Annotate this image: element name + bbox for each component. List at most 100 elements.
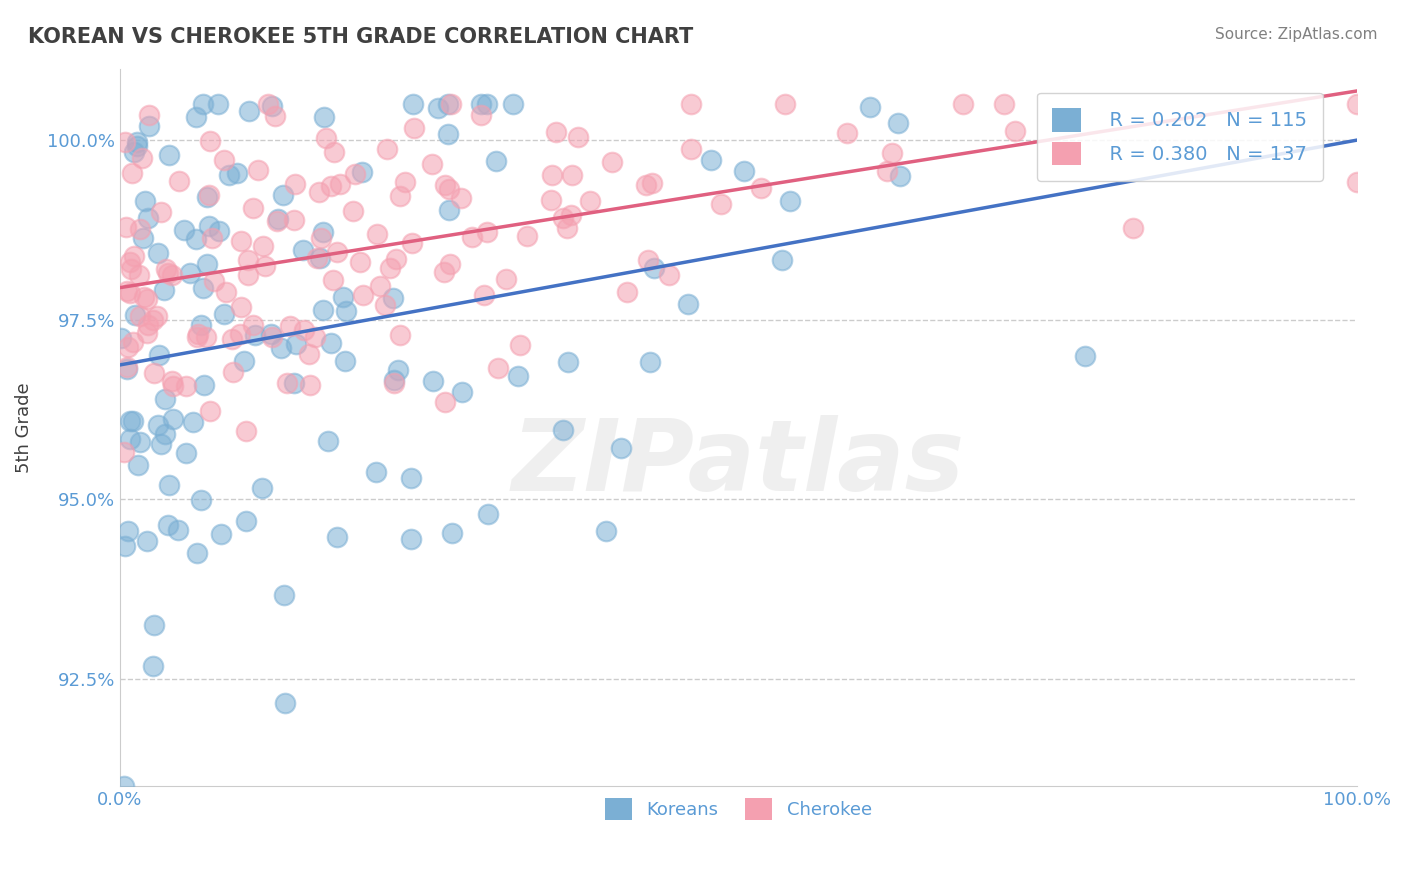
Point: [215, 285, 238, 299]
Point: [198, 404, 221, 418]
Point: [186, 330, 208, 344]
Point: [439, 257, 461, 271]
Point: [342, 203, 364, 218]
Point: [274, 697, 297, 711]
Point: [115, 220, 138, 235]
Point: [311, 225, 333, 239]
Point: [509, 338, 531, 352]
Point: [184, 232, 207, 246]
Point: [271, 187, 294, 202]
Point: [187, 327, 209, 342]
Point: [260, 98, 283, 112]
Point: [638, 354, 661, 368]
Point: [136, 533, 159, 548]
Point: [993, 97, 1015, 112]
Point: [308, 251, 330, 265]
Point: [115, 284, 138, 298]
Text: Source: ZipAtlas.com: Source: ZipAtlas.com: [1215, 27, 1378, 42]
Point: [128, 309, 150, 323]
Point: [387, 362, 409, 376]
Point: [179, 266, 201, 280]
Point: [176, 445, 198, 459]
Point: [382, 291, 405, 305]
Point: [260, 326, 283, 341]
Point: [544, 126, 567, 140]
Point: [308, 185, 330, 199]
Point: [145, 309, 167, 323]
Point: [439, 202, 461, 217]
Point: [231, 300, 253, 314]
Point: [382, 376, 405, 390]
Point: [236, 268, 259, 282]
Point: [273, 588, 295, 602]
Point: [191, 281, 214, 295]
Point: [202, 274, 225, 288]
Point: [375, 142, 398, 156]
Point: [326, 530, 349, 544]
Point: [142, 313, 165, 327]
Point: [461, 230, 484, 244]
Point: [135, 292, 157, 306]
Point: [437, 127, 460, 141]
Point: [238, 104, 260, 119]
Point: [136, 211, 159, 226]
Point: [149, 204, 172, 219]
Point: [319, 336, 342, 351]
Point: [637, 253, 659, 268]
Point: [332, 290, 354, 304]
Point: [433, 178, 456, 193]
Point: [751, 181, 773, 195]
Point: [422, 374, 444, 388]
Point: [394, 175, 416, 189]
Point: [198, 134, 221, 148]
Point: [120, 415, 142, 429]
Point: [450, 191, 472, 205]
Point: [610, 441, 633, 455]
Point: [284, 337, 307, 351]
Point: [299, 377, 322, 392]
Point: [366, 227, 388, 241]
Point: [160, 374, 183, 388]
Point: [247, 163, 270, 178]
Point: [427, 101, 450, 115]
Point: [242, 318, 264, 332]
Point: [333, 354, 356, 368]
Point: [551, 423, 574, 437]
Point: [112, 780, 135, 794]
Point: [207, 224, 229, 238]
Point: [120, 262, 142, 277]
Point: [309, 230, 332, 244]
Point: [121, 166, 143, 180]
Point: [681, 143, 703, 157]
Point: [142, 618, 165, 632]
Point: [477, 97, 499, 112]
Point: [222, 365, 245, 379]
Point: [366, 466, 388, 480]
Text: KOREAN VS CHEROKEE 5TH GRADE CORRELATION CHART: KOREAN VS CHEROKEE 5TH GRADE CORRELATION…: [28, 27, 693, 46]
Point: [773, 97, 796, 112]
Point: [124, 145, 146, 160]
Point: [555, 220, 578, 235]
Point: [201, 231, 224, 245]
Point: [636, 178, 658, 193]
Point: [470, 97, 492, 112]
Point: [112, 444, 135, 458]
Point: [132, 290, 155, 304]
Point: [115, 362, 138, 376]
Point: [733, 163, 755, 178]
Legend: Koreans, Cherokee: Koreans, Cherokee: [591, 784, 886, 835]
Point: [263, 109, 285, 123]
Point: [143, 366, 166, 380]
Point: [770, 252, 793, 267]
Point: [129, 435, 152, 450]
Point: [262, 330, 284, 344]
Point: [433, 395, 456, 409]
Point: [477, 225, 499, 239]
Point: [235, 514, 257, 528]
Point: [502, 97, 524, 112]
Point: [122, 413, 145, 427]
Point: [122, 249, 145, 263]
Point: [233, 354, 256, 368]
Point: [120, 432, 142, 446]
Point: [157, 517, 180, 532]
